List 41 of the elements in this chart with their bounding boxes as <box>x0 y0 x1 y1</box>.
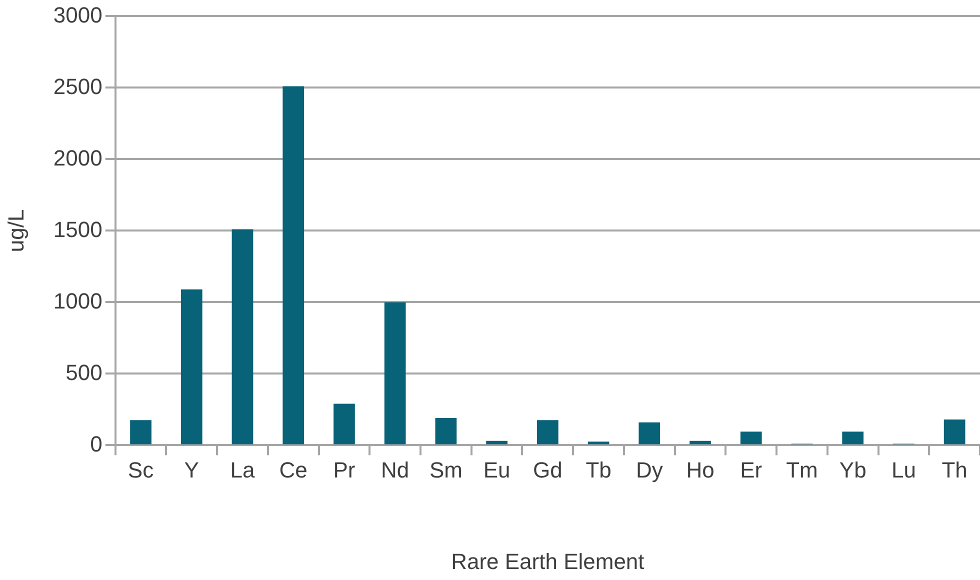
bar <box>842 432 864 444</box>
x-axis-title: Rare Earth Element <box>451 548 644 574</box>
x-tick-label: Ce <box>279 457 308 482</box>
x-tick-label: Y <box>184 457 200 482</box>
y-tick-label: 2000 <box>53 145 102 170</box>
y-tick-label: 1000 <box>53 288 102 314</box>
bar <box>944 419 966 444</box>
y-tick-label: 2500 <box>53 74 102 99</box>
bar <box>130 420 152 444</box>
bar <box>638 422 660 444</box>
x-tick-label: Dy <box>636 457 663 482</box>
bar <box>282 86 304 444</box>
x-tick-label: Tm <box>786 457 818 482</box>
bar <box>486 440 508 444</box>
x-tick-label: Th <box>942 457 968 482</box>
y-axis-title: ug/L <box>3 209 28 252</box>
x-tick-label: Sc <box>128 457 154 482</box>
x-tick-label: Ho <box>686 457 714 482</box>
bar <box>740 432 762 444</box>
bar <box>180 289 202 444</box>
x-tick-label: Sm <box>429 457 462 482</box>
x-tick-label: Gd <box>532 457 562 482</box>
x-tick-label: Eu <box>483 457 510 482</box>
x-tick-label: Lu <box>891 457 916 482</box>
x-tick-label: Er <box>740 457 762 482</box>
bar <box>334 404 355 444</box>
x-tick-label: Yb <box>839 457 866 482</box>
y-tick-label: 1500 <box>53 216 102 242</box>
x-tick-label: Pr <box>333 457 356 482</box>
bar <box>384 302 406 444</box>
y-tick-label: 500 <box>66 360 102 385</box>
bar <box>435 418 457 444</box>
y-tick-label: 3000 <box>53 2 102 28</box>
x-tick-label: Nd <box>381 457 410 482</box>
y-tick-label: 0 <box>90 431 102 456</box>
bar <box>232 229 254 444</box>
bar <box>690 440 711 444</box>
x-tick-label: Tb <box>586 457 612 482</box>
x-tick-label: La <box>230 457 256 482</box>
bar <box>588 442 610 444</box>
bar <box>536 420 558 444</box>
